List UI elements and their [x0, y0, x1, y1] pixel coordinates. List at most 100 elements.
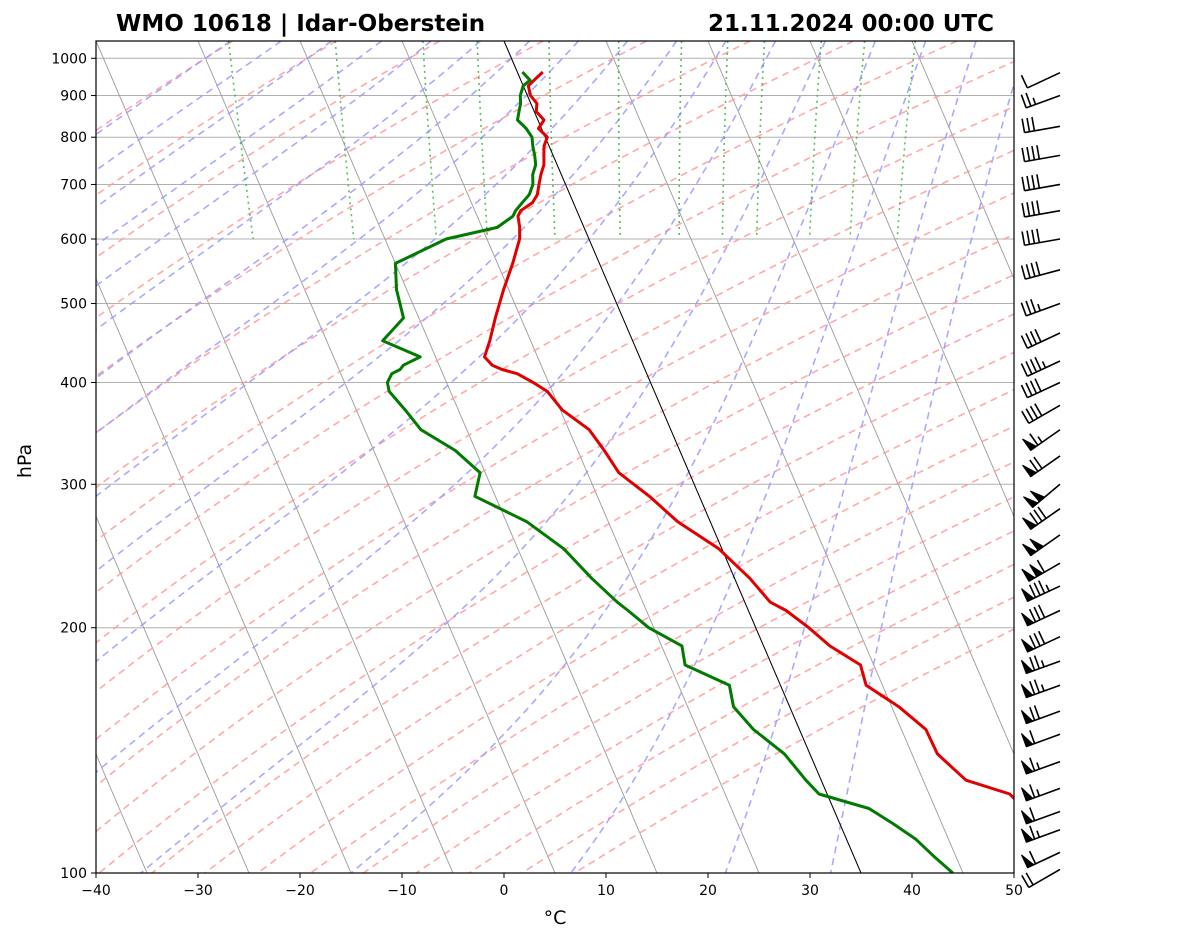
wind-barb-full [1036, 145, 1041, 160]
wind-barb-flag [1029, 538, 1045, 552]
wind-barb-full [1025, 333, 1033, 347]
y-tick-label: 800 [60, 130, 87, 146]
y-tick-label: 1000 [51, 51, 87, 67]
wind-barb-full [1029, 459, 1039, 472]
wind-barb-full [1033, 655, 1041, 669]
wind-barb-flag [1020, 810, 1034, 825]
wind-barb [1021, 145, 1061, 163]
wind-barb [1020, 757, 1061, 775]
wind-barb-full [1026, 175, 1031, 190]
dry-adiabat [96, 41, 647, 378]
isotherm-line [96, 515, 250, 873]
wind-barb-full [1020, 94, 1027, 109]
wind-barb-full [1029, 706, 1036, 721]
x-tick-label: 0 [500, 883, 509, 899]
wind-barb-full [1029, 730, 1036, 744]
dry-adiabat [96, 273, 1014, 833]
wind-barb [1020, 784, 1061, 802]
wind-barb-full [1029, 358, 1038, 373]
mixing-ratio-line [849, 41, 866, 240]
isotherm-line [197, 41, 556, 873]
wind-barb-full [1036, 200, 1041, 215]
wind-barb-half [1032, 97, 1037, 105]
wind-barb-full [1021, 147, 1026, 162]
wind-barb-full [1026, 146, 1031, 161]
wind-barb [1021, 868, 1061, 889]
wind-barb-full [1021, 118, 1026, 133]
wind-barb-full [1021, 410, 1030, 424]
isotherm-line [96, 277, 352, 873]
wind-barb-full [1033, 606, 1041, 621]
zero-isotherm-line [503, 41, 862, 873]
temperature-profile [483, 70, 1014, 801]
wind-barb-flag [1029, 564, 1044, 578]
wind-barb-full [1020, 363, 1029, 377]
wind-barb-full [1037, 580, 1046, 594]
moist-adiabat [96, 41, 530, 380]
wind-barb [1021, 850, 1061, 869]
mixing-ratio-line [678, 41, 683, 239]
isobar-grid [96, 57, 1014, 873]
wind-barb-full [1029, 807, 1036, 821]
isotherm-line [605, 41, 964, 873]
wind-barb-half [1037, 436, 1043, 443]
moist-adiabat [96, 41, 727, 663]
wind-barb-full [1030, 298, 1037, 313]
y-tick-label: 200 [60, 621, 87, 637]
isotherm-line [911, 41, 1014, 280]
wind-barb-full [1029, 784, 1036, 798]
moist-adiabat [140, 41, 827, 873]
wind-barb-flag [1021, 588, 1035, 602]
wind-barb [1020, 261, 1061, 280]
mixing-ratio-lines [227, 41, 917, 240]
wind-barb-flag [1022, 543, 1038, 557]
wind-barb [1020, 356, 1061, 377]
y-tick-label: 700 [60, 177, 87, 193]
y-axis-label: hPa [14, 444, 36, 478]
wind-barb-half [1041, 361, 1047, 369]
wind-barb-full [1031, 229, 1036, 244]
wind-barb-full [1029, 681, 1036, 695]
wind-barb-full [1034, 378, 1042, 392]
mixing-ratio-line [422, 41, 438, 240]
dry-adiabat [96, 41, 854, 489]
moist-adiabat [570, 41, 927, 873]
y-tick-label: 500 [60, 297, 87, 313]
dry-adiabat [257, 425, 1014, 873]
dry-adiabat [98, 313, 1014, 873]
y-tick-label: 400 [60, 375, 87, 391]
wind-barb-flag [1023, 496, 1039, 509]
dry-adiabat [362, 495, 1014, 873]
moist-adiabat [96, 41, 481, 331]
dry-adiabat [96, 233, 1014, 787]
wind-barb-half [1037, 303, 1042, 311]
wind-barb [1020, 298, 1061, 317]
wind-barb [1020, 730, 1061, 748]
wind-barb [1022, 429, 1061, 452]
wind-barb-half [1036, 762, 1041, 770]
wind-barb-flag [1020, 709, 1034, 725]
wind-barb-flag [1021, 612, 1035, 627]
mixing-ratio-line [227, 41, 254, 240]
dry-adiabat [96, 192, 1014, 741]
wind-barb-full [1025, 300, 1032, 315]
wind-barb-full [1036, 228, 1041, 243]
sounding-profiles [381, 70, 1014, 873]
wind-barb-flag [1020, 787, 1034, 802]
wind-barb-shaft [1024, 154, 1061, 163]
dry-adiabat [96, 41, 441, 259]
wind-barb [1021, 580, 1061, 603]
wind-barb-full [1033, 509, 1043, 522]
moist-adiabat [96, 41, 777, 774]
wind-barb-full [1025, 382, 1033, 396]
x-tick-label: 20 [699, 883, 717, 899]
wind-barb-full [1033, 456, 1043, 470]
wind-barb-full [1031, 145, 1036, 161]
mixing-ratio-line [476, 41, 489, 240]
dry-adiabat [310, 461, 1014, 873]
wind-barb-half [1040, 684, 1045, 692]
plot-frame [95, 40, 1015, 874]
wind-barb-shaft [1025, 94, 1061, 109]
wind-barb [1020, 71, 1061, 89]
